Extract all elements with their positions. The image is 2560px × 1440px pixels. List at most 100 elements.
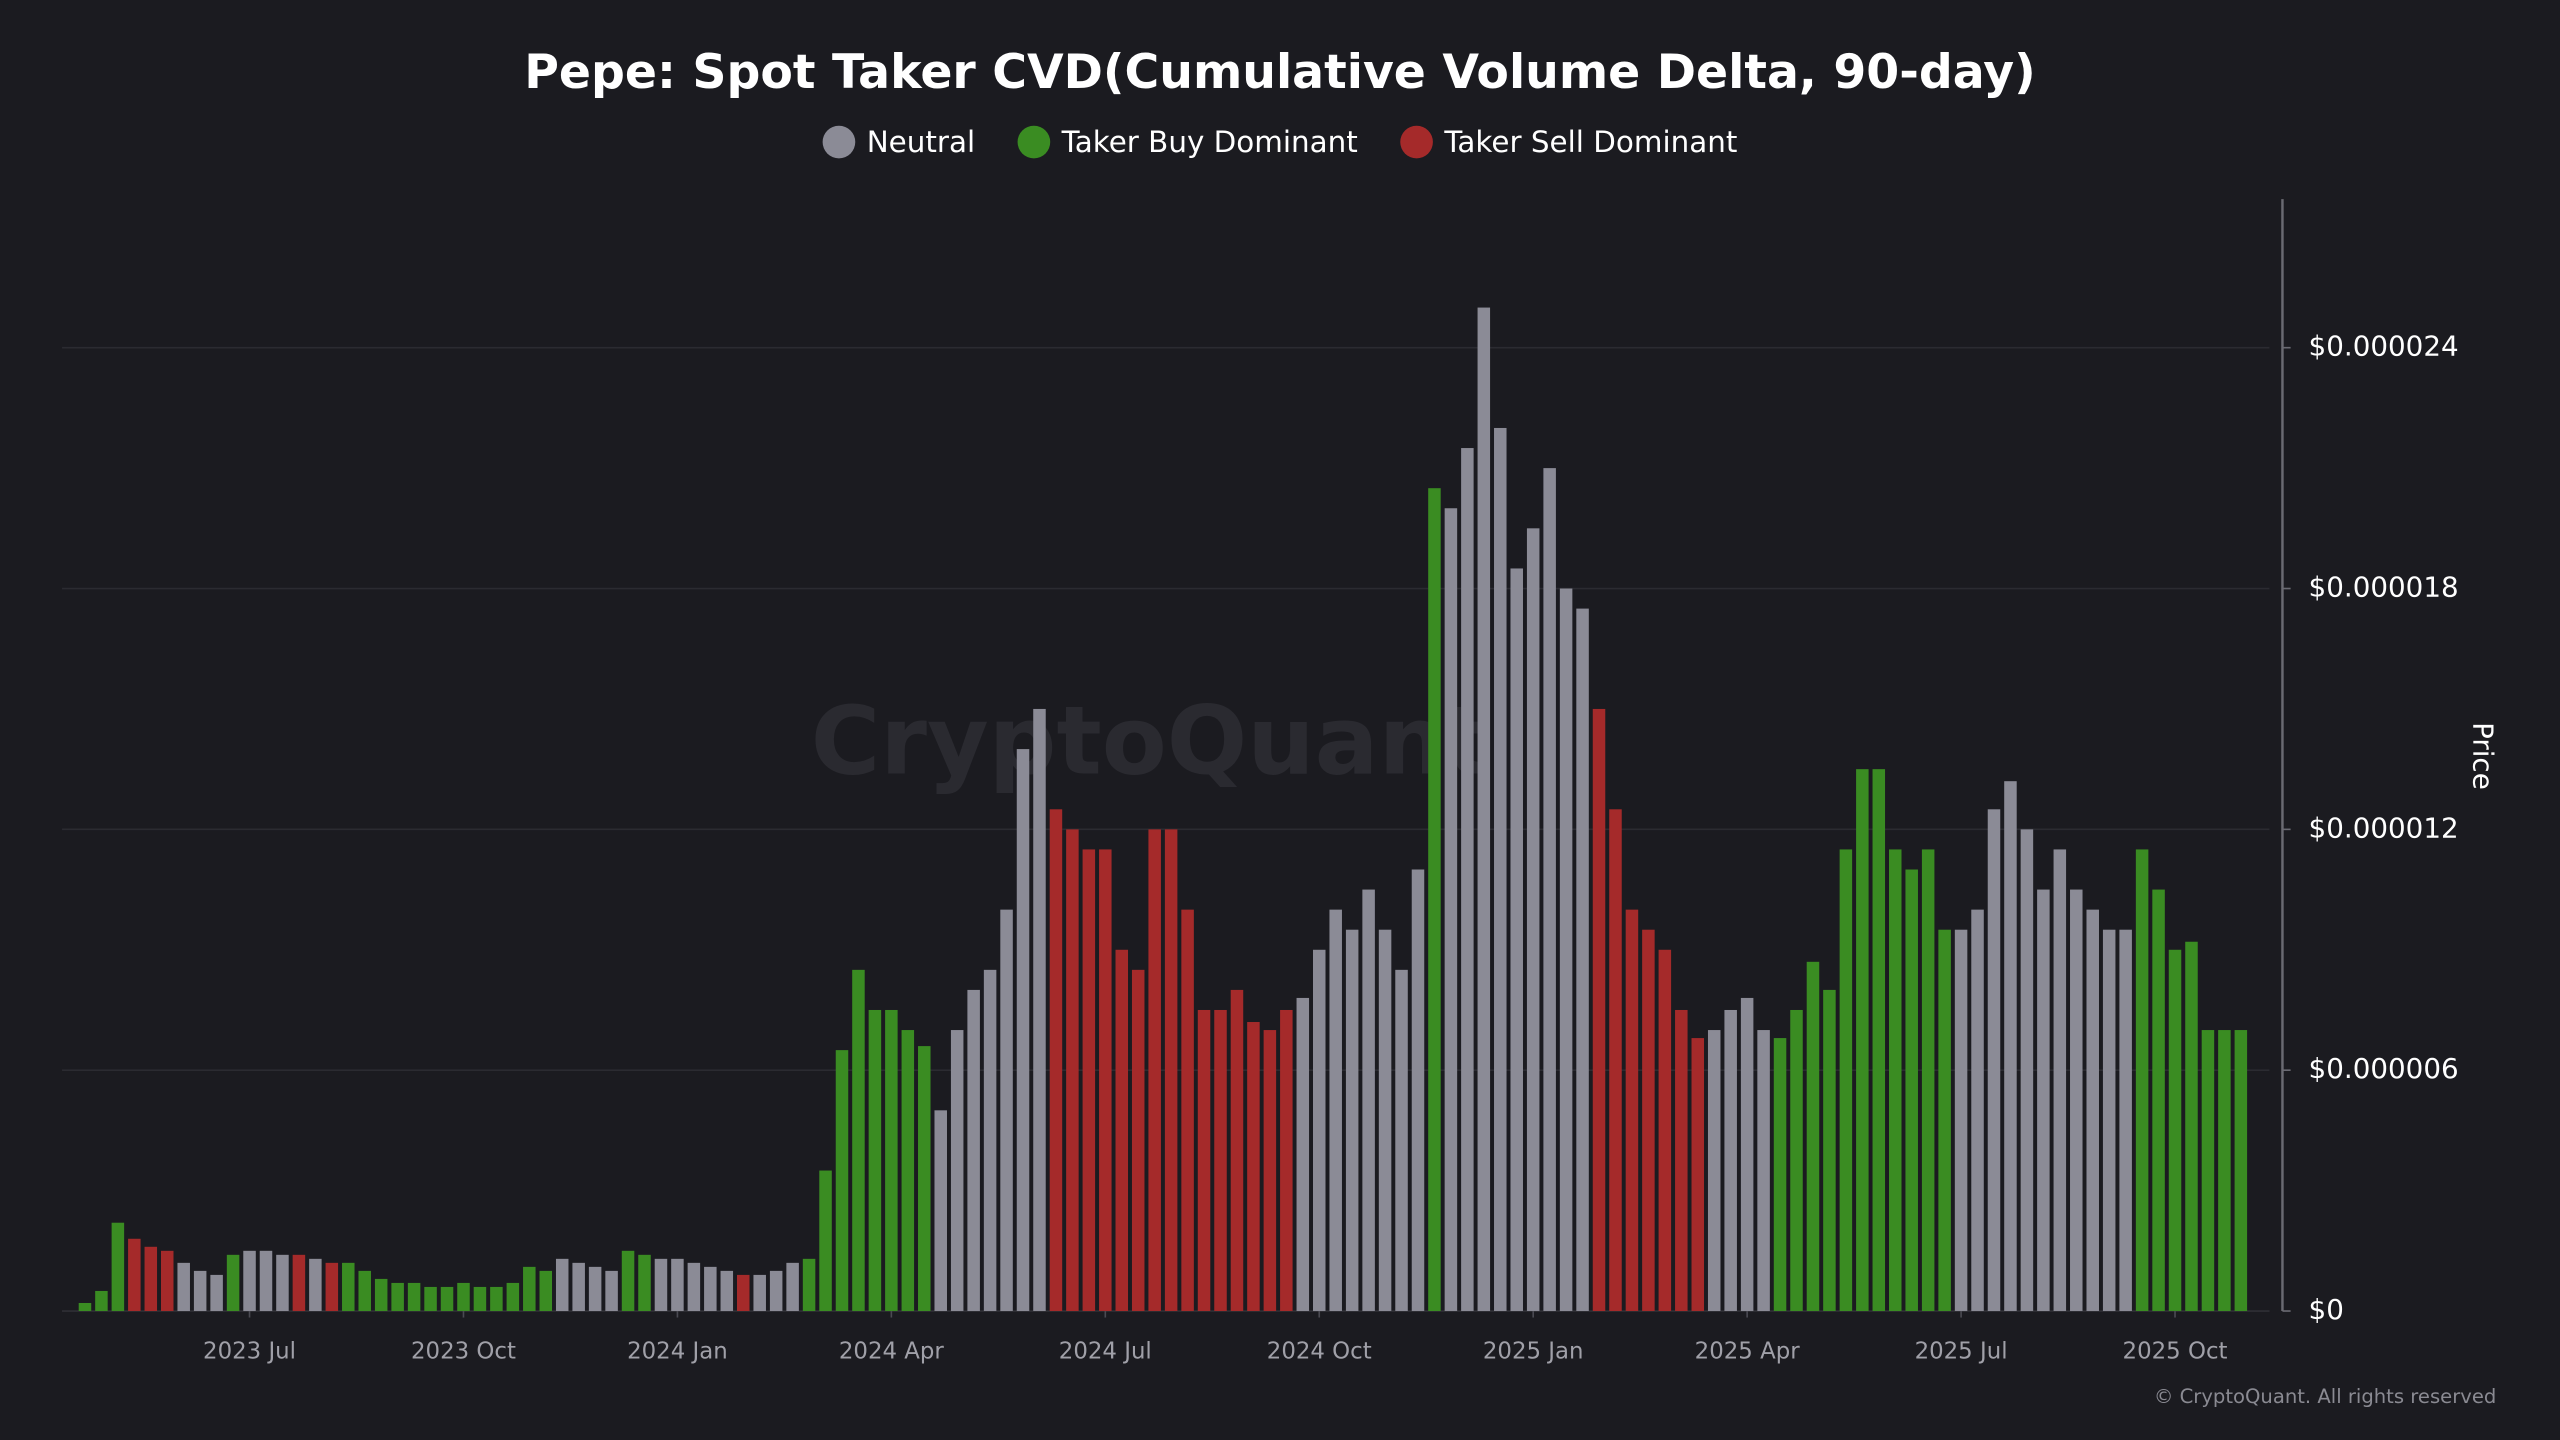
legend-item: Neutral (822, 125, 975, 159)
bar (1461, 448, 1474, 1312)
bar (473, 1286, 487, 1312)
bar (2020, 829, 2034, 1312)
bar (309, 1258, 322, 1312)
bar (605, 1270, 618, 1312)
bar (2102, 929, 2116, 1312)
bar (95, 1290, 108, 1312)
bar (1559, 588, 1573, 1312)
bar (1411, 869, 1425, 1312)
bar (2218, 1030, 2231, 1312)
bar (1082, 849, 1096, 1312)
bar (1905, 869, 1918, 1312)
bar (243, 1250, 256, 1312)
y-tick-label: $0.000006 (2309, 1052, 2459, 1085)
bar (391, 1282, 404, 1312)
bar (671, 1258, 684, 1312)
bar (1675, 1009, 1688, 1312)
bar (259, 1250, 273, 1312)
bar (983, 969, 997, 1312)
x-tick-label: 2025 Jul (1915, 1338, 2008, 1364)
x-tick-label: 2024 Apr (839, 1338, 945, 1364)
bar (835, 1050, 849, 1312)
bar (177, 1262, 190, 1312)
bar (128, 1238, 141, 1312)
bar (210, 1274, 223, 1312)
x-tick-label: 2024 Jul (1059, 1338, 1152, 1364)
bar (2168, 949, 2182, 1312)
bar (1378, 929, 1392, 1312)
bar (2004, 781, 2017, 1312)
bar (621, 1250, 635, 1312)
bar (2053, 849, 2067, 1312)
bar (1592, 708, 1606, 1312)
bar (588, 1266, 602, 1312)
bar (1724, 1009, 1737, 1312)
bar (654, 1258, 668, 1312)
bar (1872, 769, 1886, 1312)
x-tick-label: 2023 Jul (203, 1338, 296, 1364)
bar (736, 1274, 750, 1312)
bar (1329, 909, 1342, 1312)
x-tick-label: 2023 Oct (411, 1338, 516, 1364)
legend-label: Taker Sell Dominant (1443, 125, 1737, 159)
bar (802, 1258, 816, 1312)
bar (1230, 989, 1244, 1312)
bar (1823, 989, 1836, 1312)
bar (786, 1262, 799, 1312)
bar (1658, 949, 1672, 1312)
bar (1033, 708, 1046, 1312)
chart-title: Pepe: Spot Taker CVD(Cumulative Volume D… (524, 45, 2035, 100)
x-tick-label: 2024 Jan (627, 1338, 728, 1364)
bar (1790, 1009, 1803, 1312)
bar (1707, 1030, 1721, 1312)
y-axis-title: Price (2467, 722, 2500, 790)
bar (193, 1270, 207, 1312)
bar (1510, 568, 1523, 1312)
bar (1938, 929, 1951, 1312)
bar (1839, 849, 1853, 1312)
x-tick-label: 2024 Oct (1267, 1338, 1372, 1364)
bar (1740, 997, 1754, 1312)
bar (753, 1274, 766, 1312)
bar (769, 1270, 783, 1312)
bar (1296, 997, 1310, 1312)
y-tick-label: $0.000024 (2309, 330, 2459, 363)
bar (226, 1254, 240, 1312)
bar (1247, 1022, 1260, 1312)
footer: © CryptoQuant. All rights reserved (2154, 1385, 2496, 1408)
bar (440, 1286, 454, 1312)
bar (276, 1254, 289, 1312)
bar (1131, 969, 1145, 1312)
bar (1987, 809, 2001, 1312)
bar (424, 1286, 437, 1312)
bar (934, 1110, 947, 1312)
bar (325, 1262, 339, 1312)
x-tick-label: 2025 Oct (2123, 1338, 2228, 1364)
legend-item: Taker Sell Dominant (1400, 125, 1737, 159)
bar (1757, 1030, 1770, 1312)
bar (1066, 829, 1079, 1312)
bar (2037, 889, 2050, 1312)
legend-swatch (1400, 125, 1433, 159)
bar (1263, 1030, 1277, 1312)
bar (918, 1046, 931, 1312)
bar (1691, 1038, 1705, 1312)
bar (111, 1222, 125, 1312)
bar (638, 1254, 651, 1312)
bar (457, 1282, 470, 1312)
bar (539, 1270, 553, 1312)
bar (1099, 849, 1112, 1312)
bar (2070, 889, 2083, 1312)
bar (2185, 941, 2198, 1312)
bar (1428, 488, 1441, 1312)
bar (1856, 769, 1869, 1312)
bar (1477, 307, 1491, 1312)
bar (1197, 1009, 1211, 1312)
legend-label: Neutral (867, 125, 975, 159)
bar (78, 1302, 92, 1312)
bar (2201, 1030, 2215, 1312)
x-tick-label: 2025 Jan (1483, 1338, 1584, 1364)
bar (1214, 1009, 1227, 1312)
bar (555, 1258, 569, 1312)
